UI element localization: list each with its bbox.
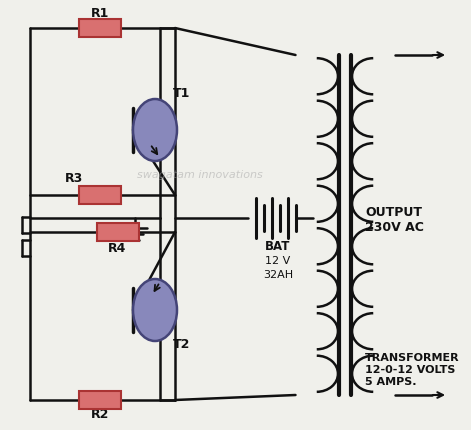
Text: R4: R4 [108,242,126,255]
Bar [79,19,121,37]
Ellipse shape [133,279,177,341]
Text: T1: T1 [173,87,190,100]
Bar [79,391,121,409]
Bar [79,186,121,204]
Text: 32AH: 32AH [263,270,293,280]
Text: BAT: BAT [265,240,291,253]
Text: R1: R1 [91,7,109,20]
Text: 12 V: 12 V [265,256,291,266]
Text: TRANSFORMER
12-0-12 VOLTS
5 AMPS.: TRANSFORMER 12-0-12 VOLTS 5 AMPS. [365,353,460,387]
Text: OUTPUT
230V AC: OUTPUT 230V AC [365,206,424,234]
Ellipse shape [133,99,177,161]
Text: R3: R3 [65,172,83,185]
Text: swagatam innovations: swagatam innovations [137,170,263,180]
Text: T2: T2 [173,338,190,351]
Text: R2: R2 [91,408,109,421]
Bar [97,223,139,241]
